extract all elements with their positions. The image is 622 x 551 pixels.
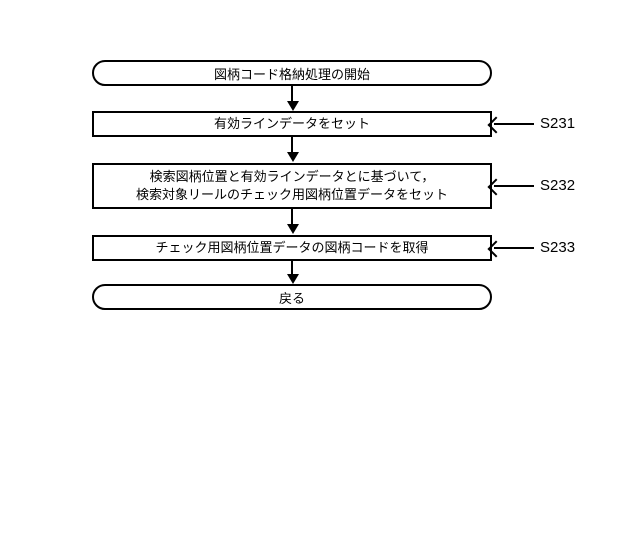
arrow-head-icon	[287, 101, 299, 111]
leader-line	[494, 123, 534, 125]
arrow-head-icon	[287, 224, 299, 234]
flow-start-label: 図柄コード格納処理の開始	[214, 64, 370, 83]
arrow-head-icon	[287, 152, 299, 162]
flow-step-1: 有効ラインデータをセット	[92, 111, 492, 137]
flow-step-2-line2: 検索対象リールのチェック用図柄位置データをセット	[136, 186, 448, 204]
flow-end-label: 戻る	[279, 288, 305, 307]
leader-line	[494, 247, 534, 249]
step-label-3: S233	[540, 239, 575, 256]
step-label-2: S232	[540, 177, 575, 194]
flow-start: 図柄コード格納処理の開始	[92, 60, 492, 86]
flow-step-3: チェック用図柄位置データの図柄コードを取得	[92, 235, 492, 261]
flow-end: 戻る	[92, 284, 492, 310]
flow-step-2-line1: 検索図柄位置と有効ラインデータとに基づいて，	[150, 168, 435, 186]
flowchart-canvas: 図柄コード格納処理の開始 有効ラインデータをセット S231 検索図柄位置と有効…	[0, 0, 622, 551]
flow-arrow	[291, 261, 293, 275]
flow-step-1-label: 有効ラインデータをセット	[214, 115, 370, 133]
step-label-1: S231	[540, 115, 575, 132]
flow-arrow	[291, 86, 293, 102]
arrow-head-icon	[287, 274, 299, 284]
flow-arrow	[291, 209, 293, 225]
flow-step-2: 検索図柄位置と有効ラインデータとに基づいて， 検索対象リールのチェック用図柄位置…	[92, 163, 492, 209]
flow-step-3-label: チェック用図柄位置データの図柄コードを取得	[155, 239, 428, 257]
flow-arrow	[291, 137, 293, 153]
leader-line	[494, 185, 534, 187]
